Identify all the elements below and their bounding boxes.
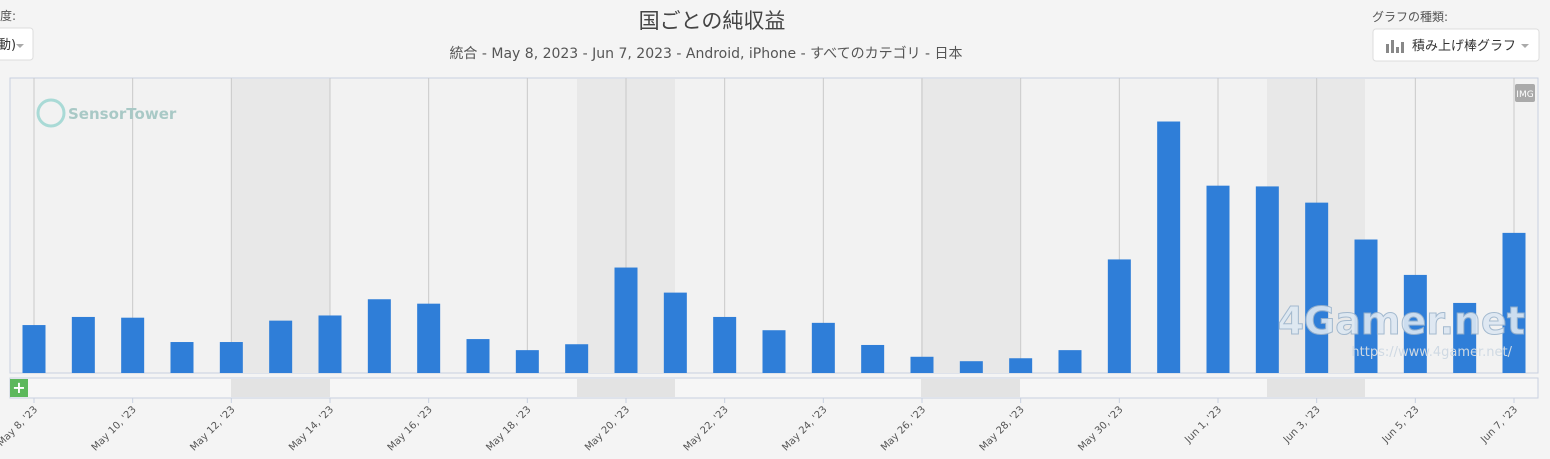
left-control-value: 動)	[0, 38, 16, 53]
bar	[1157, 121, 1181, 373]
url-watermark: https://www.4gamer.net/	[1351, 345, 1512, 360]
bar	[71, 316, 95, 373]
bar	[515, 350, 539, 373]
bar	[170, 342, 194, 373]
x-tick-label: May 28, '23	[978, 404, 1027, 453]
bar	[1009, 358, 1033, 373]
site-watermark: 4Gamer.net	[1278, 299, 1525, 343]
navigator-add-label: +	[12, 378, 25, 397]
x-tick-label: Jun 3, '23	[1281, 404, 1323, 446]
export-label: IMG	[1516, 90, 1533, 100]
bar	[1354, 239, 1378, 373]
x-tick-label: May 30, '23	[1076, 404, 1125, 453]
x-tick-label: May 16, '23	[386, 404, 435, 453]
bar	[121, 317, 145, 373]
bar	[219, 342, 243, 373]
x-tick-label: Jun 7, '23	[1478, 404, 1520, 446]
bar	[762, 330, 786, 373]
x-tick-label: May 26, '23	[879, 404, 928, 453]
bar	[1206, 185, 1230, 373]
x-axis-labels: May 8, '23 May 10, '23 May 12, '23 May 14, …	[0, 398, 1520, 453]
bar	[713, 316, 737, 373]
bar	[1255, 186, 1279, 373]
bar-icon	[1386, 40, 1404, 53]
bar	[318, 315, 342, 373]
bar	[910, 356, 934, 373]
bar	[1453, 302, 1477, 373]
left-control-label: 度:	[0, 8, 16, 23]
chart-type-value: 積み上げ棒グラフ	[1412, 39, 1516, 54]
bar	[269, 320, 293, 373]
x-tick-label: May 22, '23	[682, 404, 731, 453]
bar	[861, 344, 885, 373]
bar	[614, 267, 638, 373]
x-tick-label: Jun 5, '23	[1380, 404, 1422, 446]
bar	[811, 322, 835, 373]
bars	[22, 121, 1526, 373]
bar	[1058, 350, 1082, 373]
logo-icon	[36, 98, 66, 128]
bar	[1502, 232, 1526, 373]
x-tick-label: May 24, '23	[780, 404, 829, 453]
chart-type-select[interactable]	[1372, 28, 1540, 62]
bar	[22, 325, 46, 373]
export-button[interactable]	[1515, 84, 1535, 102]
x-tick-label: May 10, '23	[90, 404, 139, 453]
x-tick-label: May 12, '23	[188, 404, 237, 453]
bar	[959, 361, 983, 373]
navigator-weekend-bands	[231, 379, 1365, 397]
logo-text: SensorTower	[68, 105, 177, 123]
dropdown-arrow	[16, 44, 24, 48]
x-tick-label: May 8, '23	[0, 404, 40, 449]
bar	[1403, 274, 1427, 373]
bar	[565, 344, 589, 373]
bar	[1107, 259, 1131, 373]
x-tick-label: Jun 1, '23	[1182, 404, 1224, 446]
bar	[663, 292, 687, 373]
x-tick-label: May 18, '23	[484, 404, 533, 453]
x-tick-label: May 14, '23	[287, 404, 336, 453]
chart-type-label: グラフの種類:	[1372, 10, 1448, 24]
bar	[466, 339, 490, 373]
bar	[417, 303, 441, 373]
bar	[367, 299, 391, 373]
navigator-add-button[interactable]	[10, 379, 28, 397]
chart-subtitle: 統合 - May 8, 2023 - Jun 7, 2023 - Android…	[449, 45, 962, 62]
chart-title: 国ごとの純収益	[639, 9, 786, 33]
x-tick-label: May 20, '23	[583, 404, 632, 453]
dropdown-arrow	[1521, 44, 1529, 48]
bar	[1305, 202, 1329, 373]
